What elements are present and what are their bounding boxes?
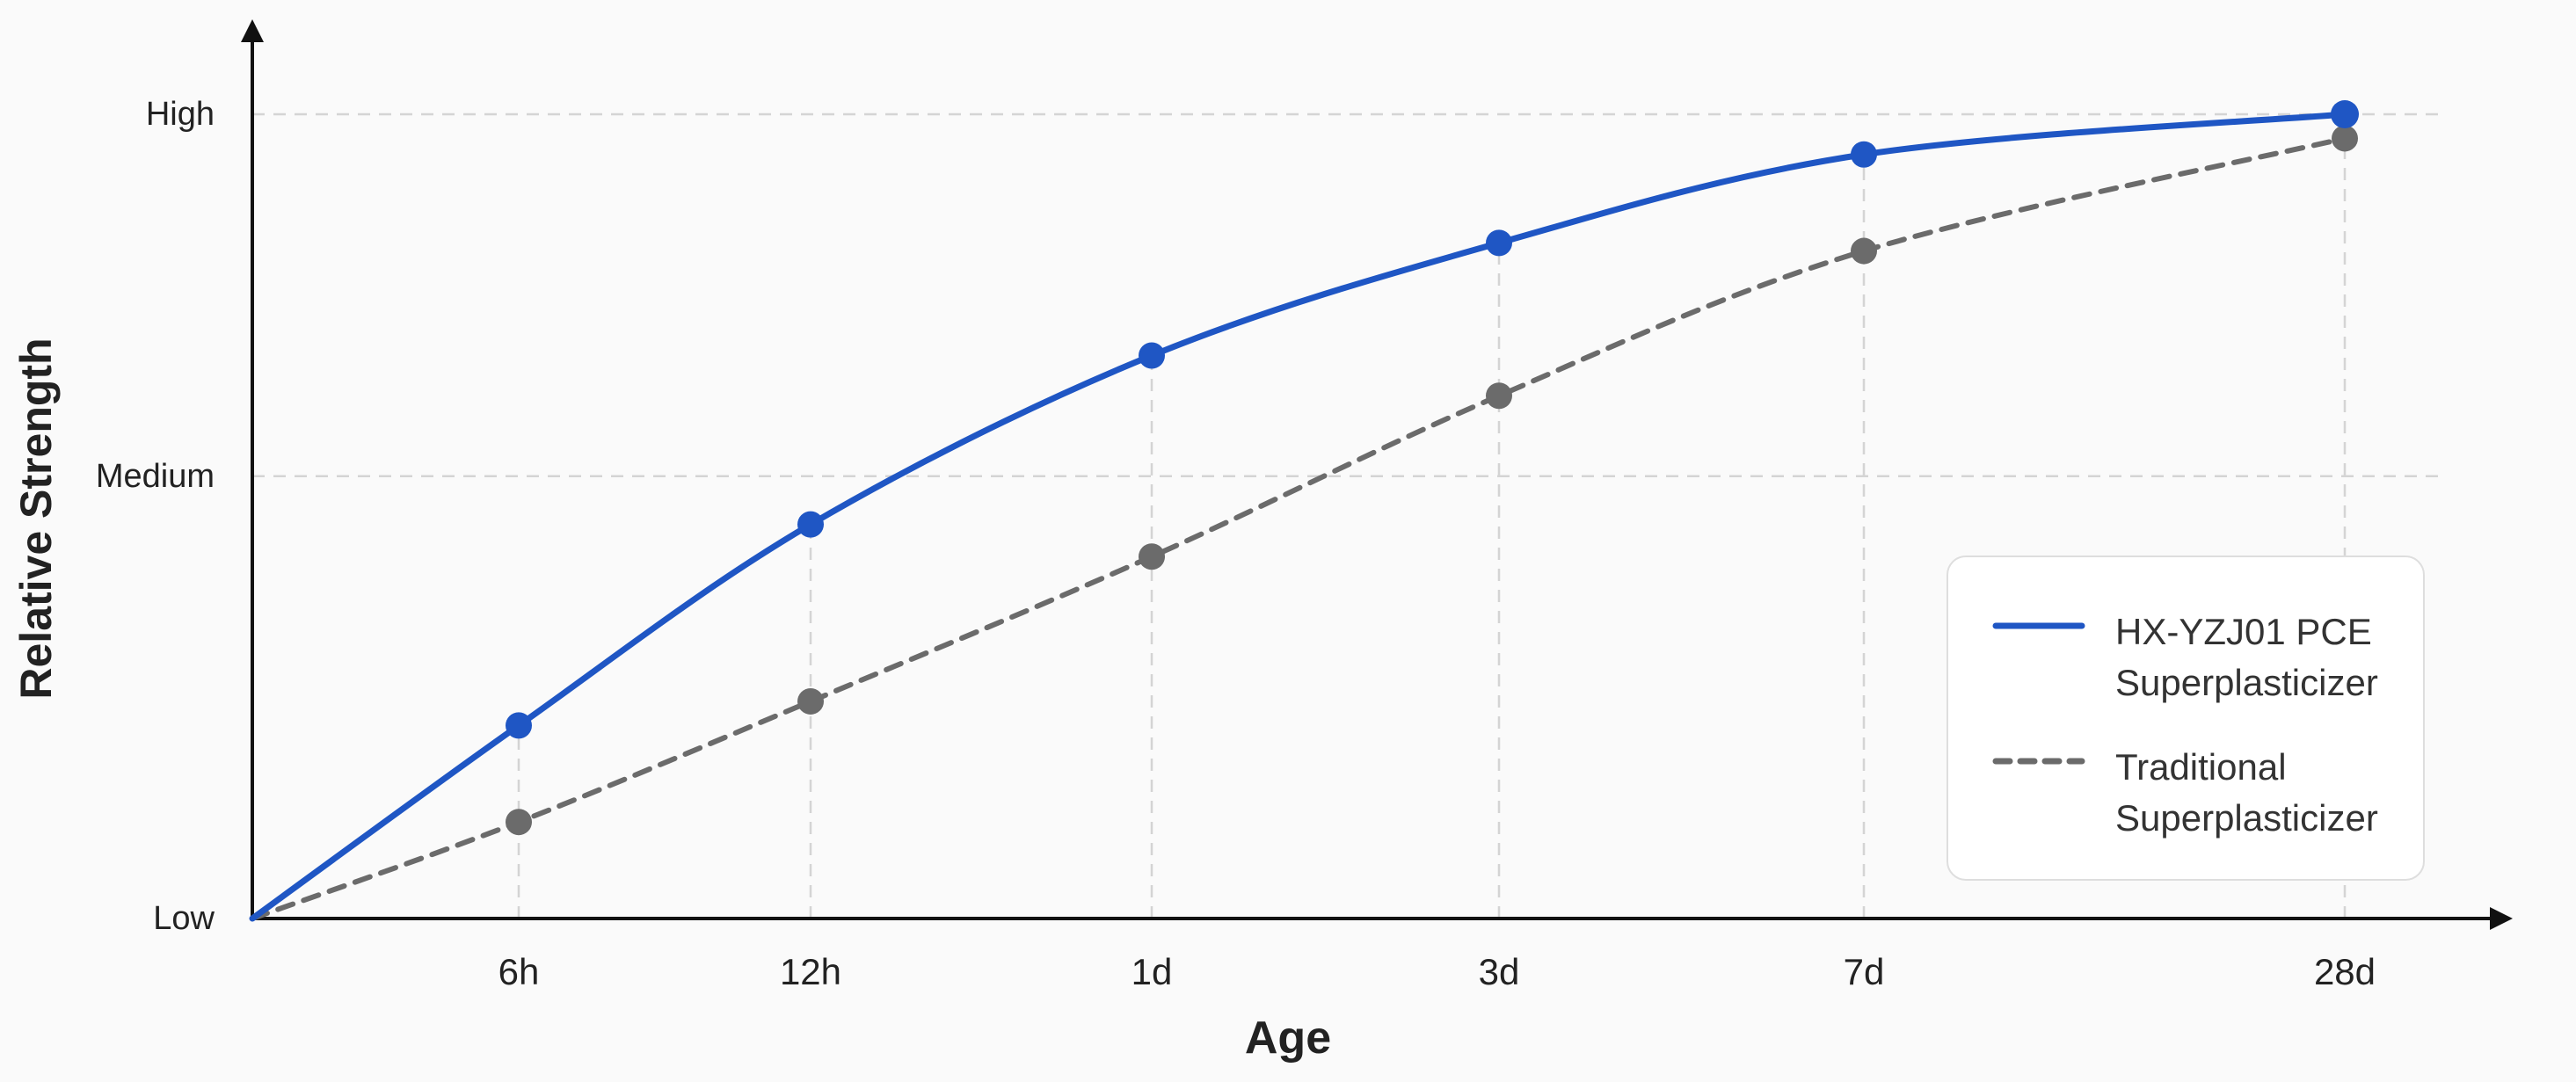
legend-label: HX-YZJ01 PCE Superplasticizer xyxy=(2115,611,2378,703)
data-point-hx-yzj01 xyxy=(1139,342,1165,369)
data-point-hx-yzj01 xyxy=(506,712,532,739)
data-point-traditional xyxy=(797,687,824,715)
y-axis-arrow xyxy=(241,19,264,42)
y-tick-label: Low xyxy=(153,900,215,937)
data-point-traditional xyxy=(1139,543,1165,570)
data-point-traditional xyxy=(1486,382,1512,410)
x-axis-title: Age xyxy=(1245,1013,1331,1064)
y-axis-title: Relative Strength xyxy=(11,338,61,699)
x-tick-label: 12h xyxy=(780,951,841,992)
legend-swatch-dashed xyxy=(1992,758,2085,765)
data-point-hx-yzj01 xyxy=(2331,100,2359,128)
x-axis-arrow xyxy=(2490,907,2513,930)
data-point-traditional xyxy=(2332,125,2358,152)
legend: HX-YZJ01 PCE Superplasticizer Traditiona… xyxy=(1947,556,2425,881)
data-point-hx-yzj01 xyxy=(797,511,824,538)
legend-item-traditional: Traditional Superplasticizer xyxy=(1990,742,2405,844)
x-tick-label: 6h xyxy=(498,951,540,992)
data-point-hx-yzj01 xyxy=(1851,141,1877,168)
data-point-traditional xyxy=(1851,237,1877,265)
data-point-hx-yzj01 xyxy=(1486,229,1512,257)
legend-item-hx-yzj01: HX-YZJ01 PCE Superplasticizer xyxy=(1990,606,2405,708)
x-tick-label: 28d xyxy=(2314,951,2376,992)
y-tick-label: Medium xyxy=(96,458,215,495)
x-tick-label: 3d xyxy=(1479,951,1520,992)
data-point-traditional xyxy=(506,809,532,836)
legend-label: Traditional Superplasticizer xyxy=(2115,746,2378,839)
legend-swatch-solid xyxy=(1992,622,2085,629)
y-tick-label: High xyxy=(146,96,215,133)
x-tick-label: 1d xyxy=(1132,951,1173,992)
series-line-traditional xyxy=(250,135,2347,921)
x-tick-label: 7d xyxy=(1844,951,1885,992)
